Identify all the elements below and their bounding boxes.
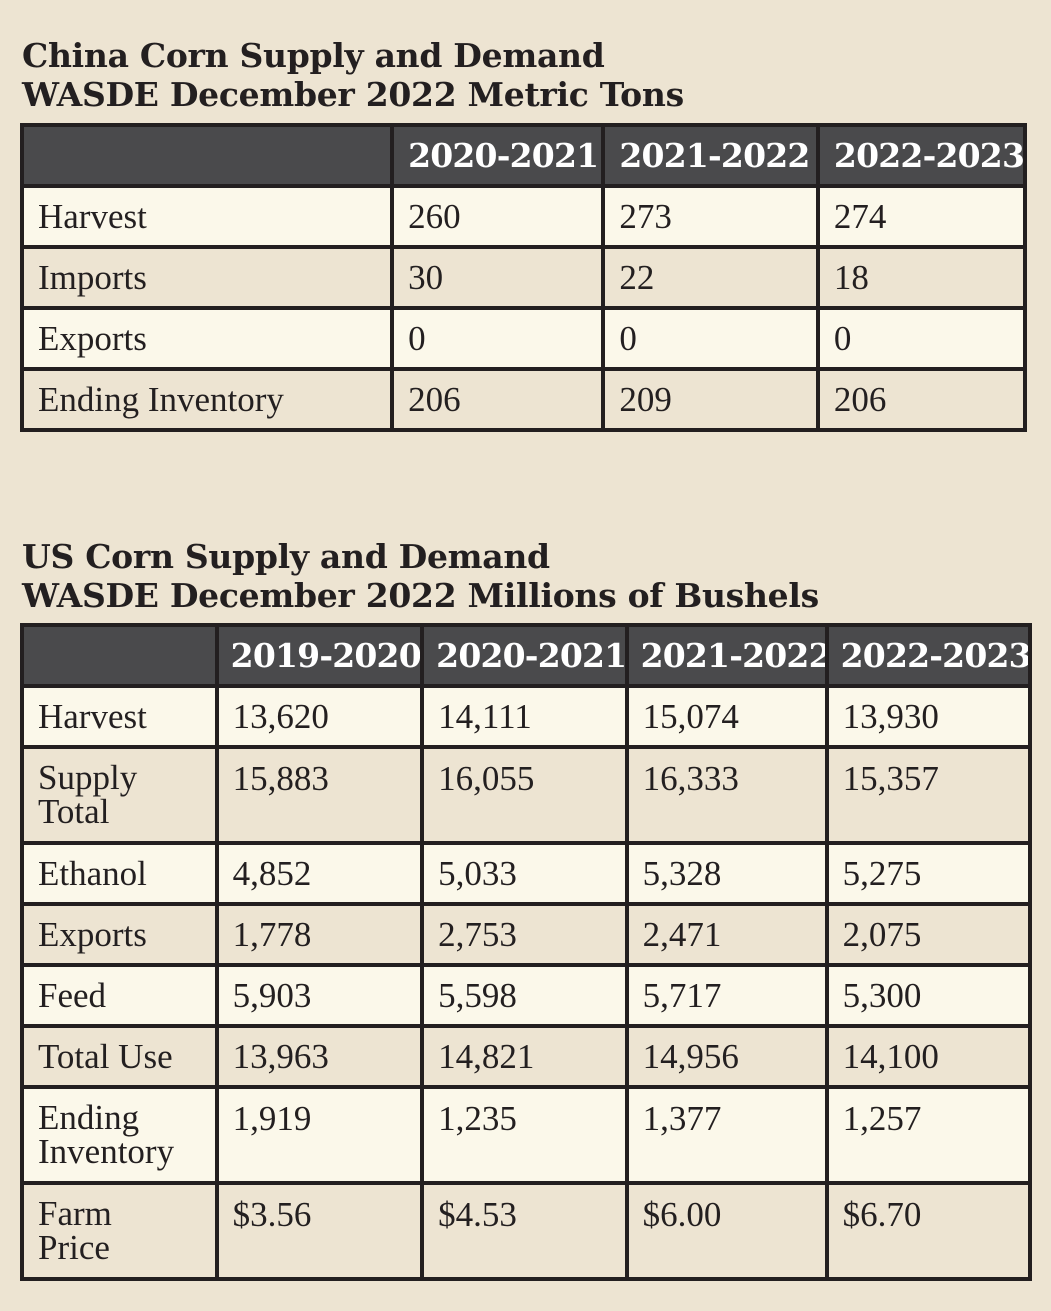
table-row: Imports 30 22 18 <box>19 245 1028 310</box>
row-label: Ethanol <box>20 841 219 906</box>
china-table-title: China Corn Supply and Demand WASDE Decem… <box>22 36 684 114</box>
table-cell: 273 <box>601 184 820 249</box>
table-cell: 14,100 <box>824 1024 1033 1089</box>
column-header: 2021-2022 <box>624 623 829 688</box>
table-cell: 5,717 <box>624 963 829 1028</box>
table-cell: 260 <box>390 184 606 249</box>
row-label-line: Ending <box>38 1098 140 1137</box>
table-row: Ending Inventory 206 209 206 <box>19 367 1028 432</box>
table-cell: 15,883 <box>214 745 425 845</box>
table-cell: 206 <box>815 367 1028 432</box>
table-cell: 2,075 <box>824 902 1033 967</box>
table-cell: 1,778 <box>214 902 425 967</box>
table-cell: 1,257 <box>824 1085 1033 1185</box>
row-label-line: Total <box>38 792 110 831</box>
table-row: Exports 0 0 0 <box>19 306 1028 371</box>
table-row: Ending Inventory 1,919 1,235 1,377 1,257 <box>20 1085 1033 1185</box>
row-label: Exports <box>20 902 219 967</box>
table-cell: 15,357 <box>824 745 1033 845</box>
row-label-line: Supply <box>38 758 138 797</box>
table-cell: $4.53 <box>420 1181 629 1281</box>
table-cell: $6.70 <box>824 1181 1033 1281</box>
table-cell: 5,033 <box>420 841 629 906</box>
row-label: Supply Total <box>20 745 219 845</box>
table-cell: 5,328 <box>624 841 829 906</box>
table-row: Exports 1,778 2,753 2,471 2,075 <box>20 902 1033 967</box>
table-cell: 206 <box>390 367 606 432</box>
column-header: 2020-2021 <box>390 123 606 188</box>
row-label-line: Harvest <box>38 696 147 736</box>
table-cell: 13,620 <box>214 684 425 749</box>
table-cell: 14,956 <box>624 1024 829 1089</box>
row-label-line: Feed <box>38 975 107 1015</box>
table-cell: 2,471 <box>624 902 829 967</box>
row-label: Total Use <box>20 1024 219 1089</box>
table-cell: 14,821 <box>420 1024 629 1089</box>
table-header-row: 2020-2021 2021-2022 2022-2023 <box>19 123 1028 188</box>
table-cell: 5,903 <box>214 963 425 1028</box>
row-label-line: Inventory <box>38 1132 175 1171</box>
table-cell: 1,919 <box>214 1085 425 1185</box>
row-label-line: Exports <box>38 914 147 954</box>
table-cell: 0 <box>815 306 1028 371</box>
table-row: Total Use 13,963 14,821 14,956 14,100 <box>20 1024 1033 1089</box>
row-label: Feed <box>20 963 219 1028</box>
table-cell: 16,055 <box>420 745 629 845</box>
table-cell: 5,300 <box>824 963 1033 1028</box>
table-cell: 4,852 <box>214 841 425 906</box>
us-title-line-2: WASDE December 2022 Millions of Bushels <box>22 576 819 615</box>
table-cell: $6.00 <box>624 1181 829 1281</box>
row-label-line: Farm <box>38 1194 112 1233</box>
table-cell: 18 <box>815 245 1028 310</box>
table-cell: 22 <box>601 245 820 310</box>
column-header: 2022-2023 <box>824 623 1033 688</box>
row-label: Ending Inventory <box>20 1085 219 1185</box>
table-cell: 13,963 <box>214 1024 425 1089</box>
table-cell: 14,111 <box>420 684 629 749</box>
column-header: 2019-2020 <box>214 623 425 688</box>
table-row: Feed 5,903 5,598 5,717 5,300 <box>20 963 1033 1028</box>
row-label-line: Ethanol <box>38 853 147 893</box>
table-cell: 5,598 <box>420 963 629 1028</box>
us-corn-table: 2019-2020 2020-2021 2021-2022 2022-2023 … <box>20 623 1033 1281</box>
row-label: Imports <box>19 245 395 310</box>
table-cell: 274 <box>815 184 1028 249</box>
column-header: 2022-2023 <box>815 123 1028 188</box>
us-table-title: US Corn Supply and Demand WASDE December… <box>22 537 819 615</box>
row-label: Harvest <box>19 184 395 249</box>
us-title-line-1: US Corn Supply and Demand <box>22 537 550 576</box>
table-cell: 0 <box>390 306 606 371</box>
column-header: 2020-2021 <box>420 623 629 688</box>
table-cell: 0 <box>601 306 820 371</box>
table-cell: 209 <box>601 367 820 432</box>
table-row: Ethanol 4,852 5,033 5,328 5,275 <box>20 841 1033 906</box>
table-cell: 1,377 <box>624 1085 829 1185</box>
table-header-row: 2019-2020 2020-2021 2021-2022 2022-2023 <box>20 623 1033 688</box>
row-label: Harvest <box>20 684 219 749</box>
table-row: Harvest 260 273 274 <box>19 184 1028 249</box>
row-label: Ending Inventory <box>19 367 395 432</box>
column-header <box>19 123 395 188</box>
row-label: Farm Price <box>20 1181 219 1281</box>
china-title-line-1: China Corn Supply and Demand <box>22 36 605 75</box>
table-cell: 1,235 <box>420 1085 629 1185</box>
table-cell: 16,333 <box>624 745 829 845</box>
column-header <box>20 623 219 688</box>
table-row: Farm Price $3.56 $4.53 $6.00 $6.70 <box>20 1181 1033 1281</box>
table-row: Supply Total 15,883 16,055 16,333 15,357 <box>20 745 1033 845</box>
row-label: Exports <box>19 306 395 371</box>
column-header: 2021-2022 <box>601 123 820 188</box>
table-cell: $3.56 <box>214 1181 425 1281</box>
table-row: Harvest 13,620 14,111 15,074 13,930 <box>20 684 1033 749</box>
row-label-line: Total Use <box>38 1036 173 1076</box>
row-label-line: Price <box>38 1228 110 1267</box>
china-title-line-2: WASDE December 2022 Metric Tons <box>22 75 684 114</box>
table-cell: 2,753 <box>420 902 629 967</box>
table-cell: 13,930 <box>824 684 1033 749</box>
china-corn-table: 2020-2021 2021-2022 2022-2023 Harvest 26… <box>19 123 1028 432</box>
table-cell: 5,275 <box>824 841 1033 906</box>
table-cell: 30 <box>390 245 606 310</box>
table-cell: 15,074 <box>624 684 829 749</box>
